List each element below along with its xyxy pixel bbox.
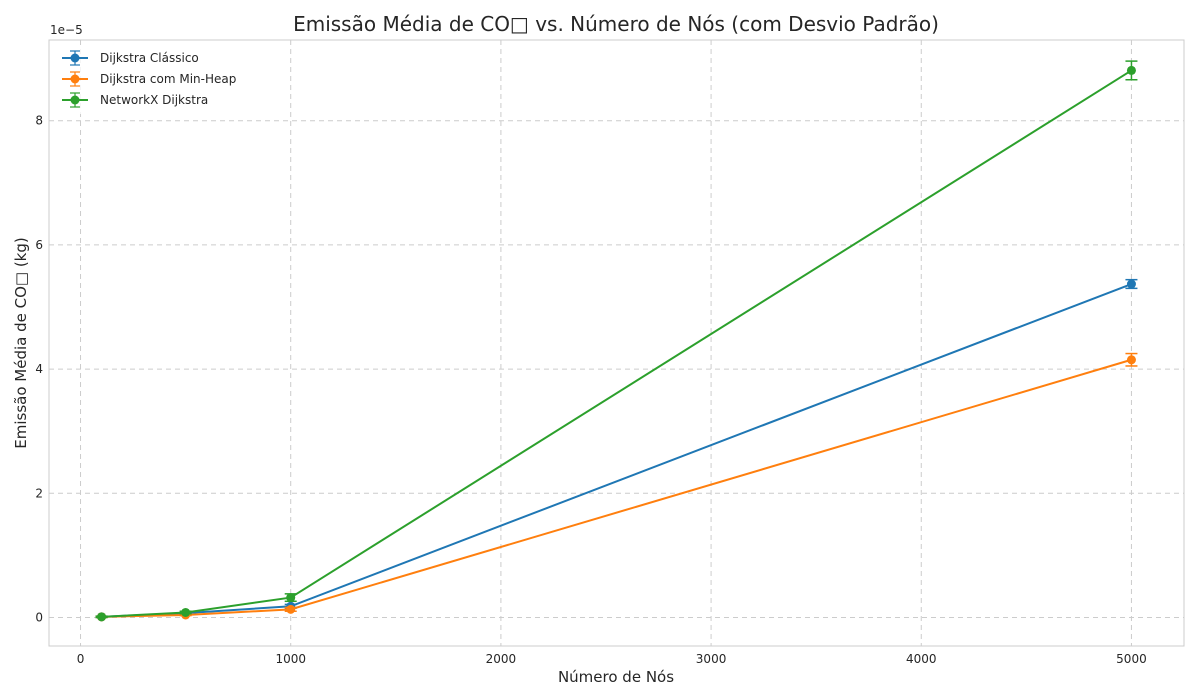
series-layer <box>95 60 1138 622</box>
series-line <box>101 283 1132 618</box>
series-line <box>101 358 1132 618</box>
x-axis-label: Número de Nós <box>558 668 674 686</box>
data-point <box>97 612 107 622</box>
data-point <box>286 604 296 614</box>
legend-marker <box>70 53 80 63</box>
x-tick-label: 1000 <box>275 652 306 666</box>
series-1 <box>95 278 1138 622</box>
y-tick-label: 4 <box>35 362 43 376</box>
y-axis-offset-label: 1e−5 <box>50 23 83 37</box>
legend-marker <box>70 95 80 105</box>
legend: Dijkstra Clássico Dijkstra com Min-Heap Ne… <box>56 46 246 114</box>
data-point <box>286 593 296 603</box>
x-tick-label: 3000 <box>696 652 727 666</box>
legend-label: Dijkstra Clássico <box>100 51 199 65</box>
series-3 <box>95 60 1138 622</box>
legend-item: Dijkstra com Min-Heap <box>62 71 236 87</box>
data-point <box>181 607 191 617</box>
data-point <box>1126 279 1136 289</box>
chart-title: Emissão Média de CO□ vs. Número de Nós (… <box>293 12 939 36</box>
y-tick-label: 2 <box>35 486 43 500</box>
y-tick-label: 8 <box>35 114 43 128</box>
legend-label: Dijkstra com Min-Heap <box>100 72 236 86</box>
legend-items: Dijkstra Clássico Dijkstra com Min-Heap Ne… <box>62 50 236 108</box>
x-tick-label: 2000 <box>486 652 517 666</box>
x-tick-label: 0 <box>77 652 85 666</box>
data-point <box>1126 355 1136 365</box>
data-point <box>1126 65 1136 75</box>
legend-marker <box>70 74 80 84</box>
x-tick-label: 4000 <box>906 652 937 666</box>
y-axis-label: Emissão Média de CO□ (kg) <box>12 237 30 449</box>
grid <box>49 40 1184 646</box>
plot-area-frame <box>48 39 1185 647</box>
tick-labels: 0 1000 2000 3000 4000 5000 0 2 4 6 8 <box>35 114 1146 666</box>
y-tick-label: 0 <box>35 610 43 624</box>
series-line <box>101 69 1132 618</box>
x-tick-label: 5000 <box>1116 652 1147 666</box>
y-tick-label: 6 <box>35 238 43 252</box>
legend-label: NetworkX Dijkstra <box>100 93 208 107</box>
legend-item: Dijkstra Clássico <box>62 50 199 66</box>
legend-item: NetworkX Dijkstra <box>62 92 208 108</box>
